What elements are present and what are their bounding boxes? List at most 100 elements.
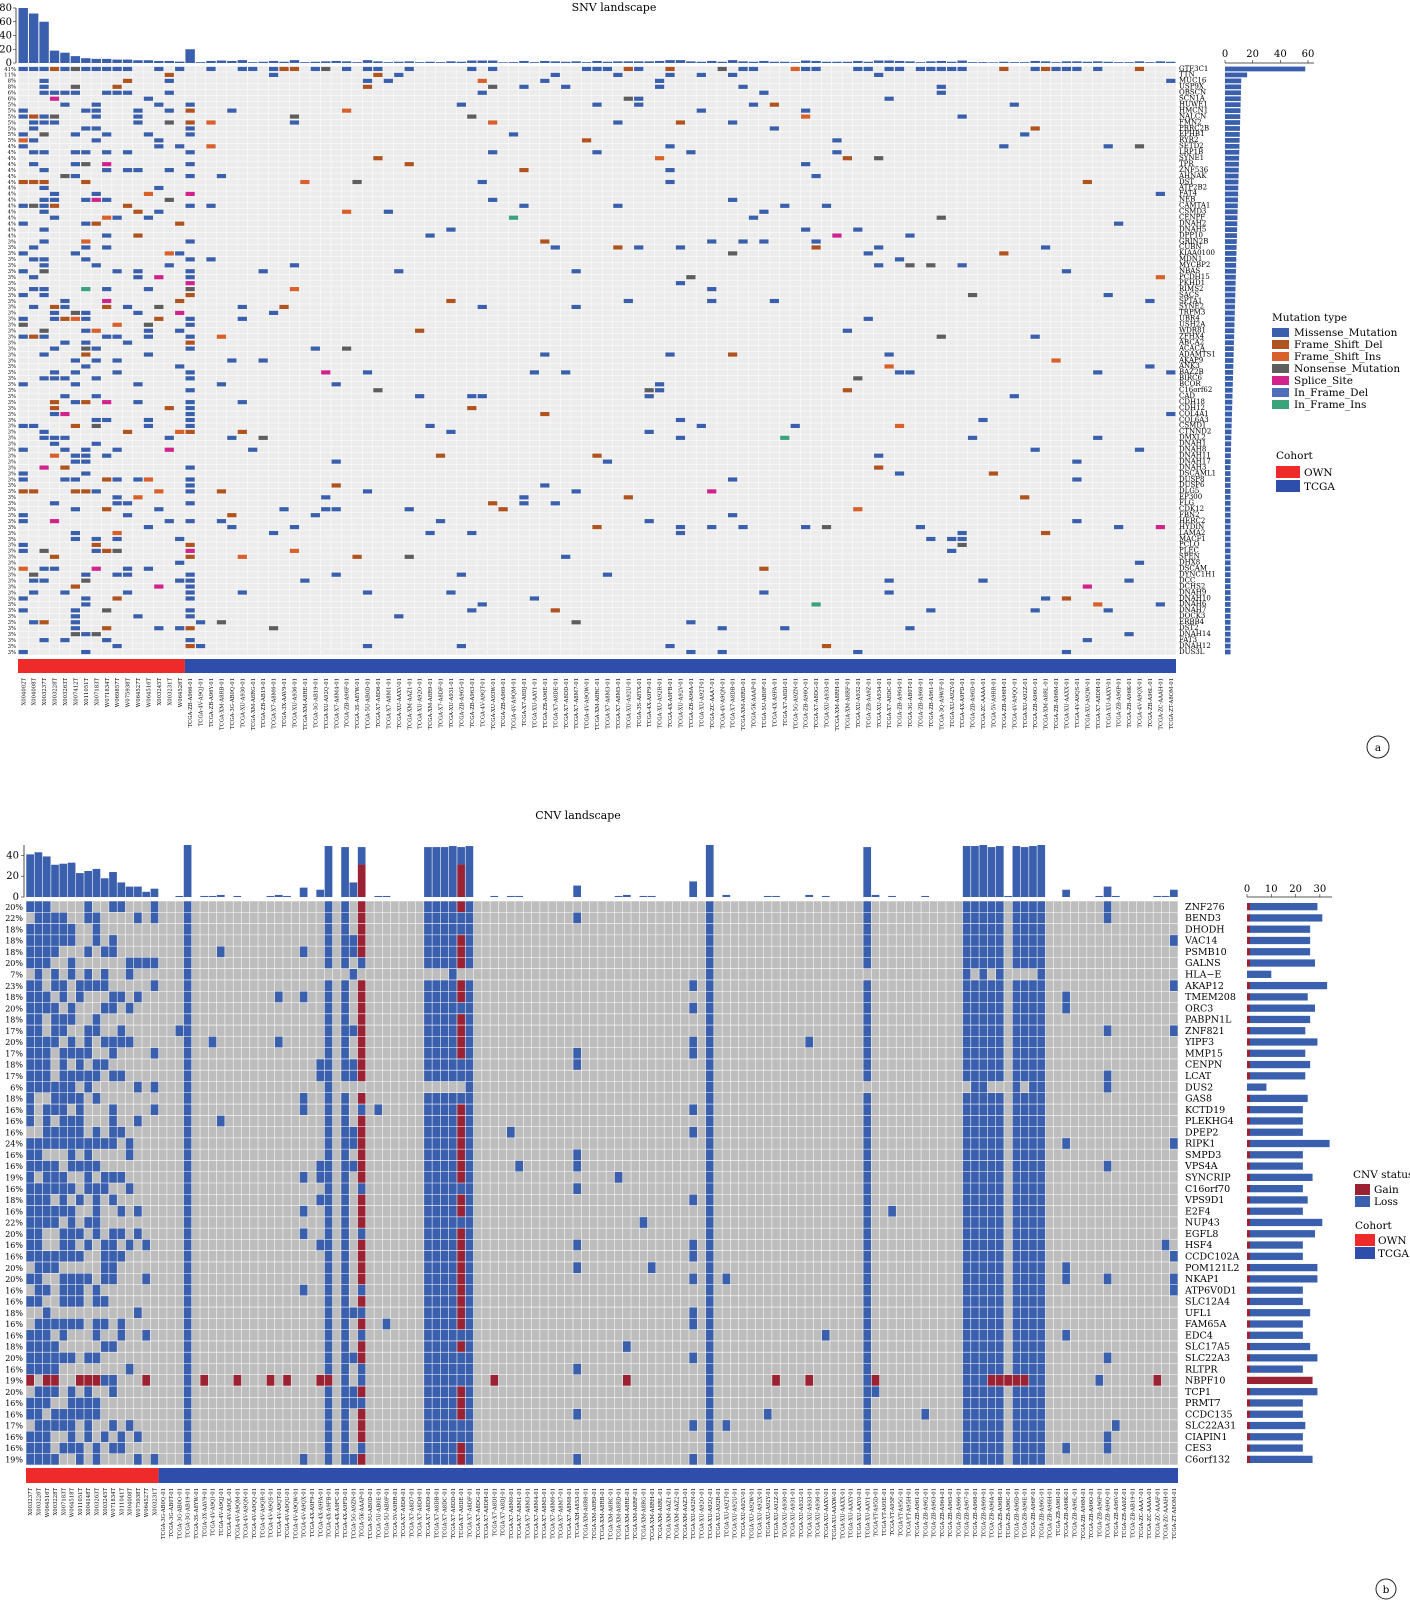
snv-right-bar: [1225, 619, 1231, 625]
snv-mutation-cell: [122, 168, 133, 173]
snv-right-bar: [1225, 185, 1239, 191]
cnv-status-cell: [108, 1419, 118, 1432]
cnv-status-cell: [50, 946, 60, 958]
cnv-status-cell: [995, 1092, 1004, 1105]
snv-sample-label: TCGA-4V-A9QT-01: [480, 678, 486, 727]
snv-gene-label: MACF1: [1179, 535, 1206, 543]
cnv-status-cell: [465, 901, 474, 913]
cnv-status-cell: [432, 1442, 441, 1454]
cnv-status-cell: [987, 1194, 996, 1206]
cnv-status-cell: [59, 1092, 68, 1105]
cnv-status-cell: [42, 1205, 51, 1217]
cnv-status-cell: [987, 923, 996, 935]
snv-mutation-cell: [81, 578, 91, 583]
snv-mutation-cell: [81, 197, 91, 202]
snv-sample-label: TCGA-XU-A92T-01: [699, 678, 705, 727]
cnv-status-cell: [962, 1273, 971, 1285]
snv-gene-percent: 3%: [8, 626, 16, 632]
snv-mutation-cell: [154, 316, 164, 321]
cnv-status-cell: [1012, 912, 1021, 924]
cnv-status-cell: [50, 1453, 60, 1465]
snv-mutation-cell: [164, 263, 174, 268]
snv-mutation-cell: [102, 417, 112, 423]
snv-mutation-cell: [91, 423, 101, 429]
snv-mutation-cell: [60, 411, 70, 417]
snv-mutation-cell: [18, 269, 28, 274]
snv-mutation-cell: [362, 78, 373, 83]
snv-legend-item: Nonsense_Mutation: [1294, 363, 1400, 375]
snv-mutation-cell: [133, 400, 143, 405]
cnv-status-cell: [465, 1318, 474, 1330]
cnv-status-cell: [50, 1025, 60, 1037]
cnv-status-cell: [705, 1228, 714, 1240]
snv-right-bar: [1225, 459, 1231, 465]
cnv-status-cell: [689, 1036, 698, 1048]
cnv-top-bar-loss: [1111, 895, 1120, 897]
cnv-right-bar-loss: [1250, 1252, 1303, 1260]
cnv-status-cell: [1012, 1307, 1021, 1319]
cnv-status-cell: [995, 934, 1004, 947]
cnv-status-cell: [357, 991, 366, 1003]
cnv-status-cell: [1020, 991, 1029, 1003]
cnv-status-cell: [340, 1397, 350, 1409]
cnv-status-cell: [987, 1149, 996, 1161]
snv-sample-label: TCGA-XU-A92Q-01: [324, 678, 330, 729]
cnv-status-cell: [75, 1058, 85, 1071]
snv-legend-item: Frame_Shift_Ins: [1294, 351, 1381, 363]
cnv-status-cell: [1020, 1419, 1029, 1432]
cnv-status-cell: [125, 968, 134, 980]
cnv-status-cell: [26, 1329, 35, 1341]
cnv-status-cell: [84, 912, 93, 924]
cnv-status-cell: [440, 1137, 449, 1150]
snv-mutation-cell: [133, 168, 143, 173]
snv-mutation-cell: [728, 251, 738, 256]
snv-mutation-cell: [81, 126, 91, 131]
snv-gene-percent: 4%: [8, 144, 16, 150]
snv-mutation-cell: [185, 429, 195, 434]
snv-mutation-cell: [18, 251, 28, 256]
cnv-status-cell: [1028, 1205, 1038, 1217]
snv-mutation-cell: [39, 334, 49, 339]
snv-gene-percent: 3%: [8, 346, 16, 352]
cnv-gene-percent: 20%: [5, 1230, 23, 1239]
cnv-status-cell: [863, 991, 872, 1003]
snv-mutation-cell: [696, 108, 706, 113]
snv-mutation-cell: [70, 370, 80, 375]
cnv-status-cell: [863, 1104, 872, 1116]
cnv-status-cell: [979, 968, 988, 980]
cnv-right-bar-loss: [1250, 1162, 1303, 1170]
snv-mutation-cell: [1072, 477, 1082, 482]
cnv-gene-label: CCDC102A: [1185, 1251, 1240, 1262]
cnv-status-cell: [340, 1442, 350, 1454]
snv-mutation-cell: [602, 459, 613, 464]
cnv-status-cell: [979, 1340, 988, 1353]
cnv-status-cell: [183, 1295, 192, 1308]
cnv-status-cell: [1037, 1194, 1046, 1206]
cnv-status-cell: [432, 1047, 441, 1059]
cnv-status-cell: [970, 1295, 980, 1308]
snv-gene-percent: 3%: [8, 293, 16, 299]
snv-mutation-cell: [185, 287, 195, 292]
cnv-status-cell: [705, 946, 714, 958]
cnv-status-cell: [456, 1013, 466, 1026]
snv-top-bar: [60, 52, 70, 63]
cnv-status-cell: [26, 991, 35, 1003]
cnv-top-bar-loss: [76, 873, 84, 897]
cnv-status-cell: [59, 1239, 68, 1251]
snv-gene-label: GRIN2B: [1179, 237, 1208, 245]
cnv-top-axis-tick-label: 0: [13, 892, 19, 903]
cnv-status-cell: [440, 1149, 449, 1161]
snv-top-bar: [1020, 62, 1030, 63]
snv-mutation-cell: [143, 132, 154, 137]
snv-gene-label: OBSCN: [1179, 89, 1206, 97]
snv-gene-label: RYR2: [1179, 136, 1198, 144]
cnv-status-cell: [84, 1273, 93, 1285]
cnv-status-cell: [75, 1295, 85, 1308]
cnv-status-cell: [1020, 1070, 1029, 1082]
snv-mutation-cell: [133, 233, 143, 238]
cnv-status-cell: [1028, 1329, 1038, 1341]
cnv-right-bar-gain: [1247, 1139, 1250, 1148]
snv-sample-label: X003228T: [53, 678, 59, 706]
cnv-status-cell: [987, 1216, 996, 1229]
